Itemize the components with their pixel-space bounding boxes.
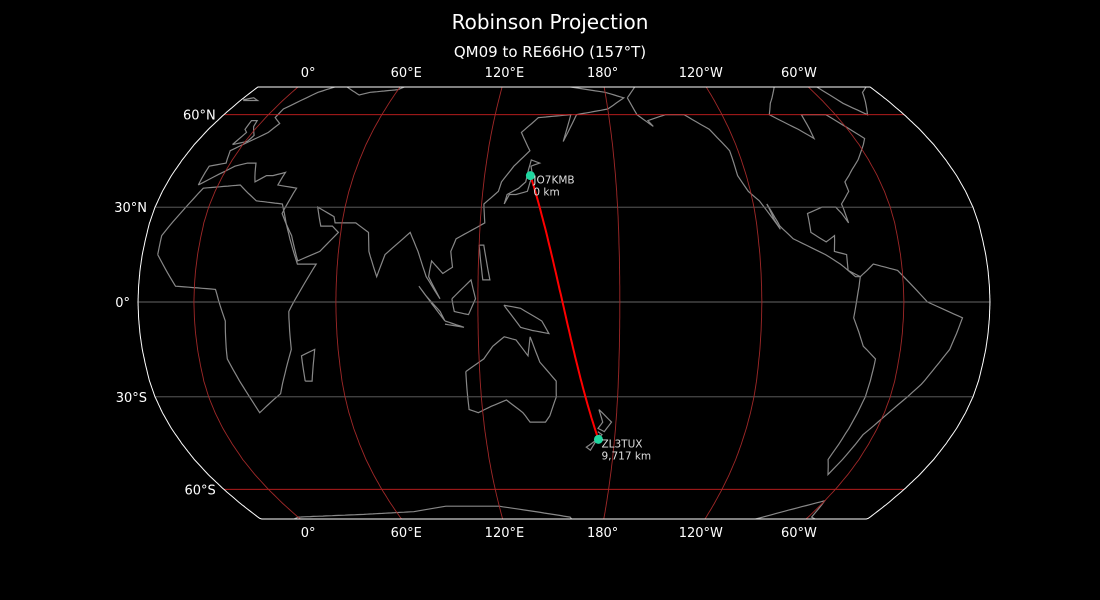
top-longitude-label: 120°E	[485, 66, 525, 81]
latitude-label: 0°	[115, 296, 130, 311]
latitude-label: 60°S	[184, 483, 215, 498]
coastline-greenland	[261, 87, 869, 116]
meridian-gridline	[193, 87, 368, 519]
bottom-longitude-label: 60°E	[391, 526, 422, 541]
coastline-australia	[465, 336, 557, 423]
meridian-gridline	[593, 87, 621, 519]
coastline-britain	[232, 120, 259, 146]
station-callsign: ZL3TUX	[601, 438, 642, 450]
map-boundary	[137, 86, 991, 520]
map-subtitle: QM09 to RE66HO (157°T)	[453, 43, 647, 61]
bottom-longitude-label: 180°	[587, 526, 618, 541]
coastline-japan	[503, 159, 542, 205]
top-longitude-label: 120°W	[679, 66, 723, 81]
coastline-nz_south	[585, 431, 603, 452]
coastline-iceland	[243, 98, 887, 101]
coastline-africa	[157, 184, 318, 414]
bottom-longitude-label: 60°W	[781, 526, 817, 541]
top-longitude-label: 0°	[301, 66, 316, 81]
coastline-philippines	[478, 244, 491, 281]
station-marker	[593, 434, 603, 444]
coastline-namerica	[626, 87, 866, 278]
latitude-label: 60°N	[183, 109, 216, 124]
bottom-longitude-label: 120°W	[679, 526, 723, 541]
station-callsign: JO7KMB	[532, 175, 574, 187]
coastline-borneo	[451, 278, 477, 316]
station-distance: 0 km	[533, 187, 559, 199]
coastline-sumatra	[418, 285, 446, 322]
coastline-eurasia	[197, 87, 626, 300]
bottom-longitude-label: 0°	[301, 526, 316, 541]
meridian-gridline	[335, 87, 443, 519]
coastline-newguinea	[503, 304, 551, 335]
coastline-antarctica	[276, 499, 851, 519]
coastline-nz_north	[597, 409, 613, 433]
map-title: Robinson Projection	[451, 10, 649, 34]
top-longitude-label: 180°	[587, 66, 618, 81]
top-longitude-label: 60°E	[391, 66, 422, 81]
station-distance: 9,717 km	[601, 450, 651, 462]
coastline-java	[444, 320, 465, 328]
meridian-gridline	[669, 87, 763, 519]
latitude-label: 30°N	[114, 201, 147, 216]
great-circle-path	[529, 175, 600, 440]
latitude-label: 30°S	[116, 391, 147, 406]
top-longitude-label: 60°W	[781, 66, 817, 81]
coastline-madagascar	[300, 348, 316, 382]
station-marker	[525, 171, 535, 181]
coastline-samerica	[827, 263, 964, 477]
bottom-longitude-label: 120°E	[485, 526, 525, 541]
meridian-gridline	[477, 87, 519, 519]
meridian-gridline	[744, 87, 905, 519]
